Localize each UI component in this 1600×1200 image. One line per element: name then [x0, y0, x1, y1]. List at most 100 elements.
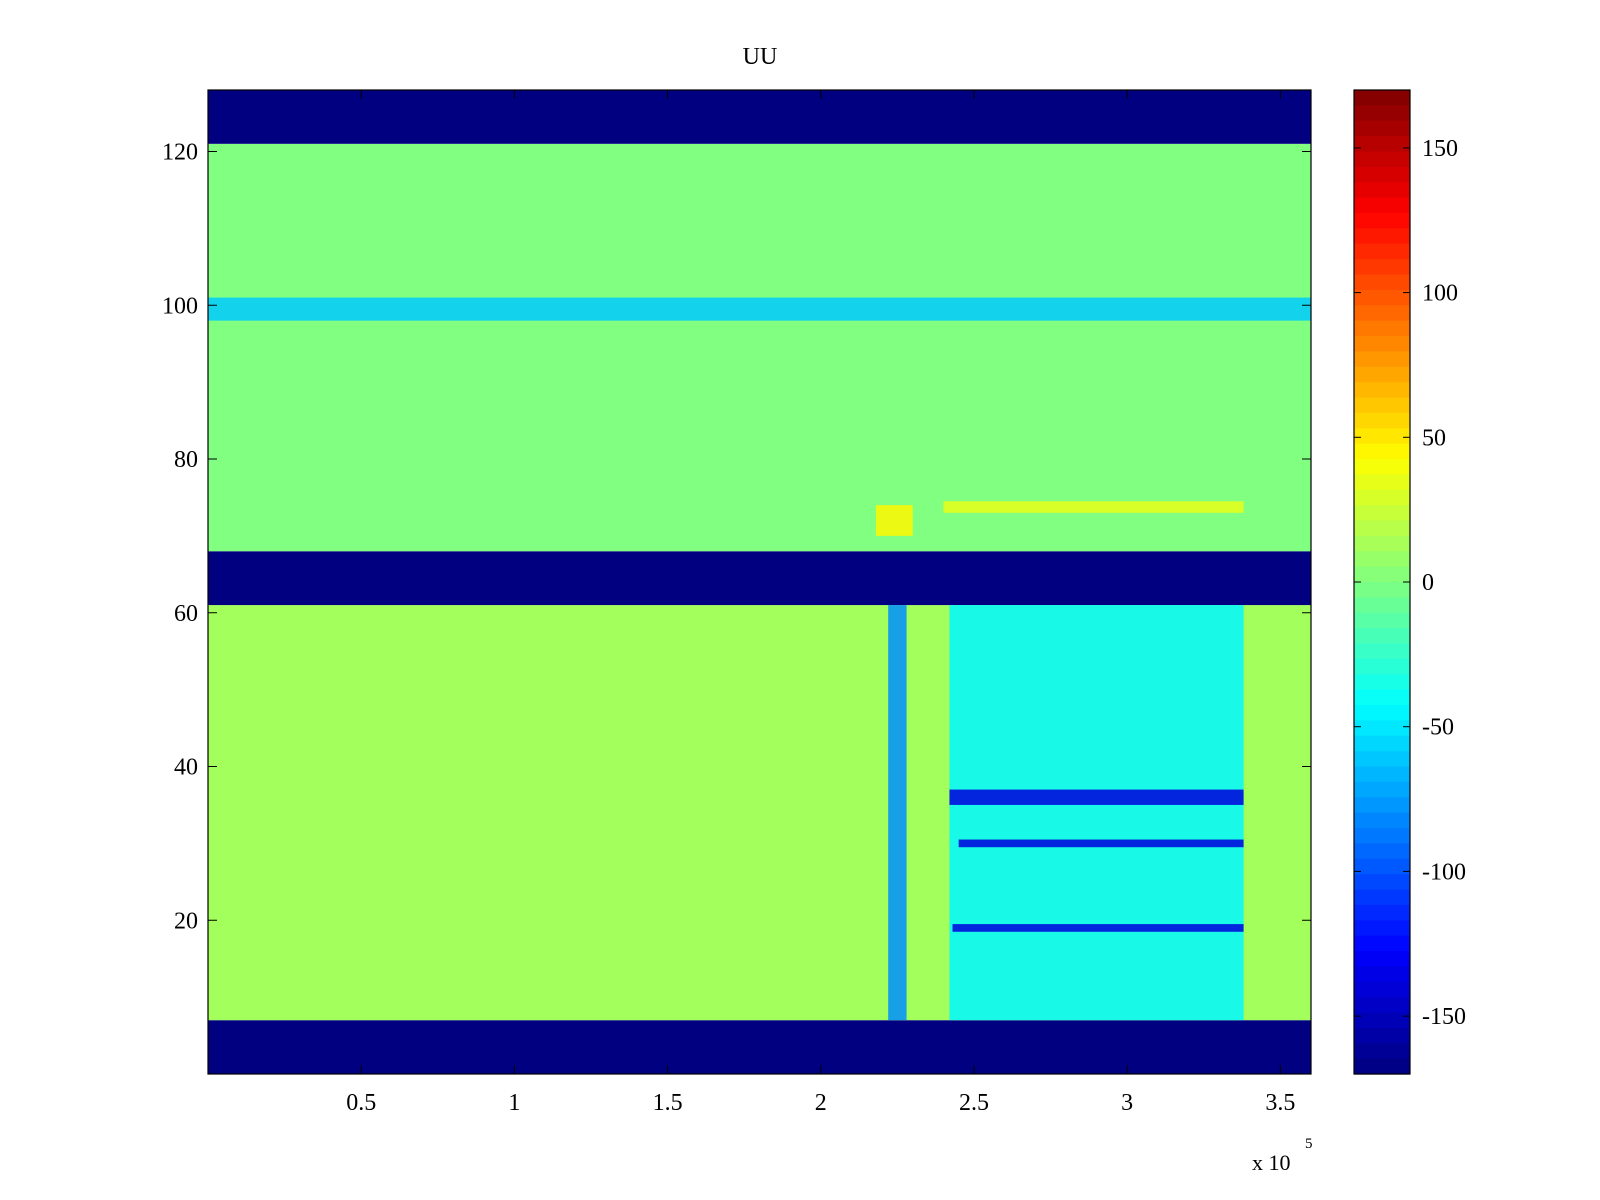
- colorbar-step: [1354, 705, 1410, 721]
- x-axis-multiplier: x 10: [1252, 1150, 1291, 1175]
- x-tick-label: 2: [815, 1090, 827, 1116]
- colorbar-step: [1354, 582, 1410, 598]
- y-tick-label: 40: [174, 755, 198, 781]
- heatmap-feature: [943, 501, 1244, 513]
- colorbar-step: [1354, 904, 1410, 921]
- colorbar-step: [1354, 828, 1410, 844]
- colorbar-step: [1354, 520, 1410, 537]
- heatmap-feature: [208, 297, 1311, 321]
- colorbar-step: [1354, 166, 1410, 183]
- colorbar-step: [1354, 551, 1410, 568]
- colorbar-step: [1354, 735, 1410, 752]
- colorbar-step: [1354, 443, 1410, 460]
- colorbar-step: [1354, 889, 1410, 906]
- colorbar-step: [1354, 658, 1410, 675]
- colorbar-tick-label: -150: [1422, 1004, 1466, 1030]
- colorbar-tick-label: -100: [1422, 859, 1466, 885]
- heatmap-feature: [875, 505, 913, 536]
- x-tick-label: 2.5: [959, 1090, 989, 1116]
- heatmap-feature: [888, 605, 907, 1021]
- heatmap-feature: [958, 839, 1244, 848]
- colorbar-step: [1354, 197, 1410, 214]
- heatmap-region: [208, 1020, 1311, 1074]
- colorbar-axis: 150 100 50 0 -50 -100 -150: [1354, 136, 1466, 1030]
- colorbar-tick-label: 50: [1422, 425, 1446, 451]
- colorbar-step: [1354, 397, 1410, 414]
- plot-frame: [207, 89, 1312, 1075]
- colorbar-step: [1354, 382, 1410, 399]
- heatmap-cells: [208, 90, 1311, 1074]
- heatmap-feature: [952, 924, 1244, 932]
- x-tick-label: 1: [508, 1090, 520, 1116]
- colorbar-step: [1354, 213, 1410, 229]
- colorbar-step: [1354, 105, 1410, 122]
- colorbar-step: [1354, 720, 1410, 737]
- colorbar-step: [1354, 997, 1410, 1014]
- colorbar-step: [1354, 489, 1410, 506]
- heatmap-region: [208, 90, 1311, 144]
- colorbar-step: [1354, 243, 1410, 260]
- x-axis-multiplier-base: x 10: [1252, 1150, 1291, 1175]
- colorbar-step: [1354, 689, 1410, 706]
- colorbar-step: [1354, 612, 1410, 629]
- colorbar-step: [1354, 305, 1410, 322]
- colorbar-step: [1354, 336, 1410, 352]
- colorbar-step: [1354, 1043, 1410, 1060]
- colorbar-step: [1354, 781, 1410, 798]
- colorbar-step: [1354, 1058, 1410, 1075]
- colorbar-step: [1354, 1012, 1410, 1029]
- colorbar: [1354, 90, 1410, 1075]
- colorbar-step: [1354, 412, 1410, 429]
- colorbar-step: [1354, 566, 1410, 583]
- colorbar-tick-label: 0: [1422, 570, 1434, 596]
- colorbar-tick-label: -50: [1422, 715, 1454, 741]
- colorbar-step: [1354, 274, 1410, 291]
- heatmap-feature: [949, 605, 1244, 1021]
- colorbar-step: [1354, 843, 1410, 860]
- colorbar-step: [1354, 874, 1410, 891]
- colorbar-step: [1354, 920, 1410, 937]
- y-tick-label: 120: [162, 140, 198, 166]
- colorbar-step: [1354, 812, 1410, 829]
- x-axis: 0.5 1 1.5 2 2.5 3 3.5: [346, 90, 1295, 1116]
- colorbar-step: [1354, 751, 1410, 768]
- x-axis-multiplier-exponent: 5: [1305, 1136, 1313, 1152]
- x-tick-label: 3: [1121, 1090, 1133, 1116]
- colorbar-step: [1354, 151, 1410, 168]
- chart-title: UU: [743, 44, 778, 70]
- heatmap-feature: [949, 789, 1244, 805]
- y-tick-label: 20: [174, 908, 198, 934]
- colorbar-step: [1354, 628, 1410, 645]
- colorbar-step: [1354, 289, 1410, 306]
- colorbar-step: [1354, 674, 1410, 691]
- colorbar-step: [1354, 366, 1410, 383]
- colorbar-step: [1354, 935, 1410, 952]
- colorbar-step: [1354, 951, 1410, 967]
- colorbar-tick-label: 100: [1422, 281, 1458, 307]
- colorbar-step: [1354, 797, 1410, 814]
- colorbar-step: [1354, 981, 1410, 998]
- colorbar-tick-label: 150: [1422, 136, 1458, 162]
- colorbar-step: [1354, 505, 1410, 522]
- colorbar-step: [1354, 351, 1410, 368]
- y-axis: 20 40 60 80 100 120: [162, 140, 1311, 934]
- colorbar-step: [1354, 858, 1410, 875]
- colorbar-step: [1354, 535, 1410, 552]
- colorbar-step: [1354, 428, 1410, 445]
- y-tick-label: 80: [174, 447, 198, 473]
- colorbar-step: [1354, 459, 1410, 475]
- colorbar-step: [1354, 966, 1410, 983]
- heatmap-region: [208, 143, 1311, 552]
- y-tick-label: 60: [174, 601, 198, 627]
- colorbar-step: [1354, 228, 1410, 245]
- colorbar-step: [1354, 90, 1410, 106]
- colorbar-step: [1354, 136, 1410, 153]
- heatmap-region: [208, 551, 1311, 606]
- colorbar-step: [1354, 120, 1410, 137]
- x-tick-label: 3.5: [1265, 1090, 1295, 1116]
- colorbar-step: [1354, 766, 1410, 783]
- x-tick-label: 1.5: [653, 1090, 683, 1116]
- colorbar-step: [1354, 597, 1410, 614]
- y-tick-label: 100: [162, 293, 198, 319]
